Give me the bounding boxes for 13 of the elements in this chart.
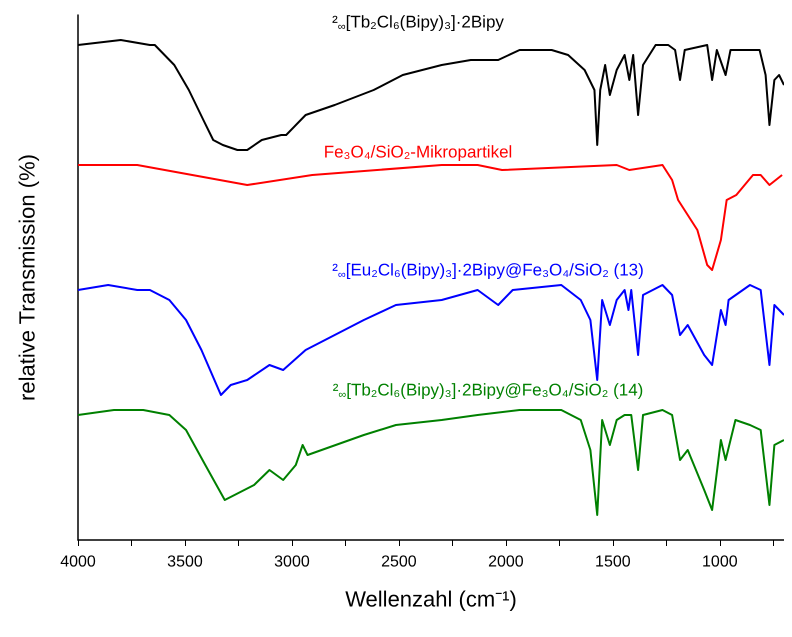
- series-label: ²∞[Eu₂Cl₆(Bipy)₃]·2Bipy@Fe₃O₄/SiO₂ (13): [332, 260, 644, 281]
- x-tick-label: 3500: [167, 554, 203, 570]
- x-tick-label: 2500: [381, 554, 417, 570]
- x-tick-label: 2000: [488, 554, 524, 570]
- x-tick-label: 4000: [60, 554, 96, 570]
- x-tick-label: 1000: [702, 554, 738, 570]
- series-label: Fe₃O₄/SiO₂-Mikropartikel: [324, 142, 512, 162]
- series-label: ²∞[Tb₂Cl₆(Bipy)₃]·2Bipy: [332, 12, 504, 33]
- x-tick-label: 3000: [274, 554, 310, 570]
- x-tick-label: 1500: [595, 554, 631, 570]
- x-axis-title: Wellenzahl (cm⁻¹): [345, 586, 517, 612]
- y-axis-title: relative Transmission (%): [14, 154, 40, 401]
- series-label: ²∞[Tb₂Cl₆(Bipy)₃]·2Bipy@Fe₃O₄/SiO₂ (14): [332, 380, 644, 401]
